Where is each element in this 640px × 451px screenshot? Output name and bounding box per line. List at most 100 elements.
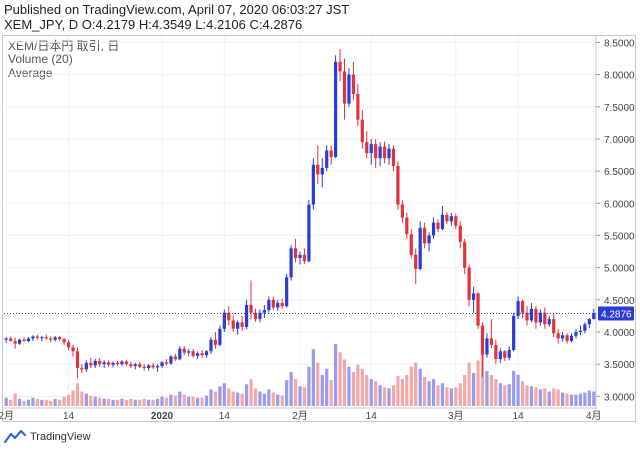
candle-body	[253, 312, 258, 320]
volume-bar	[467, 362, 471, 406]
candle-body	[231, 320, 235, 329]
candle-body	[454, 216, 458, 226]
volume-bar	[106, 398, 111, 406]
volume-bar	[347, 366, 351, 406]
volume-bar	[191, 396, 195, 406]
volume-bar	[569, 394, 574, 406]
volume-bar	[316, 362, 320, 406]
volume-bar	[75, 383, 80, 406]
volume-bar	[334, 344, 338, 406]
candle-body	[405, 217, 409, 235]
candle-body	[569, 335, 574, 342]
volume-bar	[503, 385, 507, 406]
candle-body	[285, 277, 289, 307]
candle-body	[178, 348, 182, 360]
volume-bar	[13, 393, 17, 406]
volume-bar	[529, 386, 534, 406]
volume-bar	[578, 393, 583, 406]
published-info: Published on TradingView.com, April 07, …	[4, 2, 349, 32]
last-price-label: 4.2876	[601, 309, 632, 320]
volume-bar	[267, 389, 271, 406]
candle-body	[391, 148, 396, 166]
candle-body	[440, 214, 445, 230]
candle-body	[160, 362, 164, 367]
candle-body	[80, 368, 84, 370]
candle-body	[151, 365, 155, 368]
last-price-badge	[598, 306, 634, 321]
candle-body	[142, 366, 146, 369]
volume-bar	[133, 399, 137, 406]
candle-body	[138, 364, 142, 367]
candle-body	[209, 339, 213, 352]
y-tick-label: 3.0000	[604, 392, 635, 403]
volume-bar	[507, 384, 511, 406]
candle-body	[489, 338, 494, 345]
volume-bar	[213, 391, 218, 406]
volume-bar	[160, 396, 164, 406]
volume-bar	[374, 381, 378, 406]
chart-pane[interactable]	[2, 35, 636, 422]
volume-bar	[307, 366, 311, 406]
candle-body	[342, 71, 347, 104]
volume-bar	[449, 388, 453, 406]
volume-bar	[440, 383, 445, 406]
volume-bar	[302, 387, 307, 406]
volume-bar	[26, 399, 31, 406]
volume-bar	[382, 387, 387, 406]
volume-bar	[552, 388, 556, 406]
volume-bar	[258, 391, 262, 406]
candle-body	[378, 146, 382, 159]
x-tick-label: 2月	[0, 410, 14, 422]
candle-body	[133, 364, 137, 367]
volume-bar	[378, 385, 382, 406]
volume-bar	[494, 379, 498, 406]
volume-bar	[338, 352, 342, 406]
candle-body	[351, 74, 356, 94]
candle-body	[280, 303, 284, 307]
tradingview-footer[interactable]: TradingView	[4, 428, 91, 446]
volume-bar	[40, 399, 44, 406]
candle-body	[49, 338, 53, 340]
volume-bar	[35, 398, 39, 406]
candle-body	[485, 338, 489, 355]
volume-bar	[512, 370, 516, 406]
candle-body	[556, 333, 560, 339]
y-tick-label: 8.5000	[604, 38, 635, 49]
volume-bar	[409, 366, 413, 406]
candle-body	[565, 335, 569, 342]
volume-bar	[9, 399, 13, 406]
candle-body	[538, 312, 542, 323]
volume-bar	[196, 397, 200, 406]
volume-bar	[427, 381, 431, 406]
volume-bar	[436, 385, 440, 406]
volume-bar	[285, 380, 289, 406]
volume-bar	[102, 398, 106, 406]
candle-body	[480, 325, 485, 355]
volume-bar	[89, 395, 93, 406]
volume-bar	[592, 391, 596, 406]
x-tick-label: 14	[513, 411, 525, 422]
volume-bar	[423, 377, 427, 406]
candle-body	[431, 222, 436, 236]
candle-body	[298, 254, 302, 258]
volume-bar	[561, 392, 565, 406]
volume-bar	[155, 398, 160, 406]
y-tick-label: 6.5000	[604, 167, 635, 178]
y-tick-label: 5.5000	[604, 231, 635, 242]
y-tick-label: 8.0000	[604, 71, 635, 82]
volume-bar	[574, 394, 578, 406]
candle-body	[17, 339, 22, 344]
candle-body	[543, 312, 547, 325]
candle-body	[311, 164, 315, 205]
volume-bar	[231, 391, 235, 406]
volume-bar	[218, 386, 222, 406]
candle-body	[271, 299, 275, 308]
candle-body	[75, 351, 80, 369]
candle-body	[334, 61, 338, 157]
volume-bar	[431, 379, 436, 406]
candle-body	[62, 339, 66, 343]
candle-body	[240, 322, 244, 327]
volume-bar	[329, 380, 333, 406]
candle-body	[329, 150, 333, 157]
